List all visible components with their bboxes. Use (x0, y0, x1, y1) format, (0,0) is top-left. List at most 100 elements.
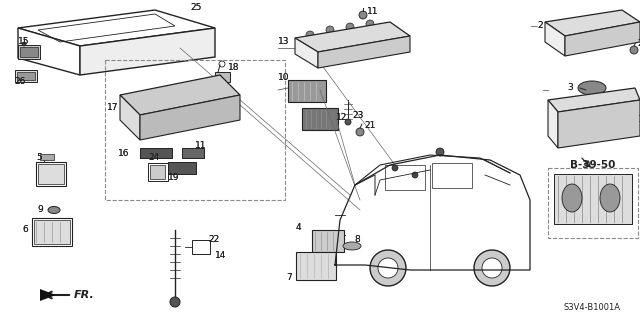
Text: 13: 13 (278, 37, 289, 46)
Text: 5: 5 (36, 154, 42, 163)
Bar (38, 164, 64, 184)
Ellipse shape (562, 184, 582, 212)
Circle shape (630, 46, 638, 54)
Bar (20, 47, 38, 57)
Circle shape (572, 25, 578, 31)
Text: 15: 15 (18, 37, 29, 46)
Text: 11: 11 (367, 6, 378, 15)
Circle shape (326, 26, 334, 34)
Text: 22: 22 (208, 236, 220, 244)
Ellipse shape (589, 114, 607, 126)
Text: 18: 18 (228, 63, 239, 73)
Circle shape (306, 31, 314, 39)
Text: 3: 3 (567, 84, 573, 92)
Circle shape (337, 38, 343, 44)
Circle shape (602, 18, 608, 24)
Circle shape (345, 119, 351, 125)
Text: 11: 11 (195, 140, 207, 149)
Polygon shape (120, 75, 240, 115)
Circle shape (346, 23, 354, 31)
Text: 11: 11 (367, 6, 378, 15)
Polygon shape (318, 36, 410, 68)
Text: 26: 26 (14, 77, 26, 86)
Circle shape (359, 11, 367, 19)
Text: 4: 4 (296, 223, 301, 233)
Ellipse shape (600, 184, 620, 212)
Text: 12: 12 (336, 114, 348, 123)
Bar (302, 108, 338, 130)
Text: 11: 11 (195, 140, 207, 149)
Bar (182, 148, 204, 158)
Polygon shape (545, 10, 640, 36)
Text: 1: 1 (638, 116, 640, 124)
Text: 17: 17 (107, 103, 118, 113)
Text: 20: 20 (637, 39, 640, 49)
Bar (312, 230, 344, 252)
Text: 24: 24 (148, 154, 159, 163)
Text: 23: 23 (352, 110, 364, 119)
Polygon shape (548, 88, 640, 112)
Bar (554, 174, 632, 224)
Circle shape (22, 42, 26, 46)
Text: 21: 21 (364, 122, 376, 131)
Bar (36, 162, 66, 186)
Text: 16: 16 (118, 148, 129, 157)
Polygon shape (40, 289, 56, 301)
Polygon shape (548, 100, 558, 148)
Bar (32, 218, 72, 246)
Polygon shape (565, 22, 640, 56)
Text: 14: 14 (215, 251, 227, 260)
Circle shape (356, 128, 364, 136)
Circle shape (378, 258, 398, 278)
Text: 9: 9 (37, 205, 43, 214)
Text: 12: 12 (336, 114, 348, 123)
Polygon shape (545, 22, 565, 56)
Bar (432, 163, 472, 188)
Circle shape (370, 250, 406, 286)
Text: 9: 9 (37, 205, 43, 214)
Circle shape (474, 250, 510, 286)
Circle shape (436, 148, 444, 156)
Ellipse shape (48, 206, 60, 213)
Bar (140, 148, 172, 158)
Text: 7: 7 (286, 274, 292, 283)
Text: 21: 21 (364, 122, 376, 131)
Polygon shape (18, 28, 80, 75)
Circle shape (587, 21, 593, 27)
Circle shape (170, 297, 180, 307)
Ellipse shape (578, 81, 606, 95)
Bar (105, 60, 285, 200)
Bar (215, 72, 230, 82)
Text: 17: 17 (107, 103, 118, 113)
Bar (150, 165, 165, 179)
Bar (148, 163, 168, 181)
Bar (40, 154, 54, 160)
Circle shape (568, 31, 573, 36)
Bar (34, 220, 70, 244)
Text: 24: 24 (148, 154, 159, 163)
Text: 25: 25 (190, 3, 202, 12)
Bar (548, 168, 638, 238)
Bar (288, 80, 326, 102)
Polygon shape (80, 28, 215, 75)
Text: 8: 8 (354, 236, 360, 244)
Text: 5: 5 (36, 154, 42, 163)
Text: FR.: FR. (74, 290, 95, 300)
Circle shape (392, 165, 398, 171)
Text: B-39-50: B-39-50 (570, 160, 616, 170)
Bar (18, 45, 40, 59)
Circle shape (582, 28, 588, 33)
Text: 18: 18 (228, 63, 239, 73)
Text: 2: 2 (537, 21, 543, 30)
Polygon shape (295, 38, 318, 68)
Text: 10: 10 (278, 74, 289, 83)
Bar (168, 162, 196, 174)
Text: S3V4-B1001A: S3V4-B1001A (563, 303, 620, 312)
Circle shape (317, 41, 323, 47)
Text: 2: 2 (537, 21, 543, 30)
Bar (192, 240, 210, 254)
Polygon shape (120, 95, 140, 140)
Bar (385, 165, 425, 190)
Text: 6: 6 (22, 226, 28, 235)
Text: 6: 6 (22, 226, 28, 235)
